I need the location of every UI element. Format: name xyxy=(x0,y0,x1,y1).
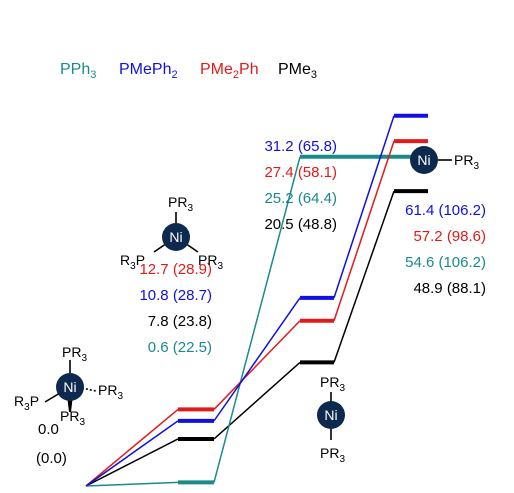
energy-segment-pme2ph xyxy=(213,320,301,410)
energy-segment-pmeph2 xyxy=(213,297,301,422)
ligand-left: R3P xyxy=(120,252,145,272)
stage2-label-pme2ph: 27.4 (58.1) xyxy=(264,164,337,181)
nickel-atom xyxy=(162,223,190,251)
legend-item-pmeph2: PMePh2 xyxy=(119,61,178,81)
structure-linear-nickel: Ni PR3 PR3 xyxy=(317,374,345,465)
energy-profile-lines xyxy=(85,113,428,487)
legend-item-pph3: PPh3 xyxy=(60,61,96,81)
ligand-bottom: PR3 xyxy=(320,445,345,465)
energy-segment-pme2ph xyxy=(333,140,395,322)
legend-pme2ph-sub: 2 xyxy=(233,69,239,81)
stage2-label-pph3: 25.2 (64.4) xyxy=(264,190,337,207)
stage2-label-pmeph2: 31.2 (65.8) xyxy=(264,138,337,155)
ligand-right: PR3 xyxy=(454,152,479,172)
structure-trigonal-nickel: Ni PR3 R3P PR3 xyxy=(120,194,223,272)
ground-free-energy-label: (0.0) xyxy=(36,450,67,467)
stage3-label-pph3: 54.6 (106.2) xyxy=(405,254,486,271)
energy-segment-pme3 xyxy=(213,361,301,440)
stage1-labels: 12.7 (28.9) 10.8 (28.7) 7.8 (23.8) 0.6 (… xyxy=(139,261,212,356)
legend-item-pme2ph: PMe2Ph xyxy=(200,61,259,81)
nickel-label: Ni xyxy=(63,379,76,395)
stage2-labels: 31.2 (65.8) 27.4 (58.1) 25.2 (64.4) 20.5… xyxy=(264,138,337,233)
legend-pph3-base: PPh xyxy=(60,61,90,78)
nickel-label: Ni xyxy=(169,229,182,245)
stage3-label-pmeph2: 61.4 (106.2) xyxy=(405,202,486,219)
ligand-right: PR3 xyxy=(98,382,123,402)
nickel-atom xyxy=(56,373,84,401)
energy-segment-pme2ph xyxy=(85,408,179,487)
structure-tetrahedral-nickel: Ni PR3 R3P PR3 PR3 xyxy=(14,344,123,428)
legend-pme3-base: PMe xyxy=(278,61,311,78)
nickel-label: Ni xyxy=(324,407,337,423)
stage3-label-pme3: 48.9 (88.1) xyxy=(413,280,486,297)
ligand-left: R3P xyxy=(14,393,39,413)
stage1-label-pme3: 7.8 (23.8) xyxy=(148,313,212,330)
legend-pme3-sub: 3 xyxy=(311,69,317,81)
legend-item-pme3: PMe3 xyxy=(278,61,317,81)
stage3-labels: 61.4 (106.2) 57.2 (98.6) 54.6 (106.2) 48… xyxy=(405,202,486,297)
nickel-label: Ni xyxy=(417,152,430,168)
ligand-top: PR3 xyxy=(168,194,193,214)
ligand-right: PR3 xyxy=(198,252,223,272)
stage1-label-pph3: 0.6 (22.5) xyxy=(148,339,212,356)
legend-pmeph2-sub: 2 xyxy=(171,69,177,81)
stage1-label-pme2ph: 12.7 (28.9) xyxy=(139,261,212,278)
structure-monoligated-nickel: Ni PR3 xyxy=(410,146,479,174)
legend-pph3-sub: 3 xyxy=(90,69,96,81)
ligand-top: PR3 xyxy=(320,374,345,394)
legend-pme2ph-base: PMe xyxy=(200,61,233,78)
energy-segment-pmeph2 xyxy=(333,115,395,299)
energy-segment-pph3 xyxy=(85,481,179,487)
nickel-atom xyxy=(410,146,438,174)
bond-hashed xyxy=(81,387,97,392)
energy-segment-pme3 xyxy=(85,438,179,487)
ground-energy-label: 0.0 xyxy=(38,421,59,438)
ground-state-labels: 0.0 (0.0) xyxy=(36,421,67,467)
legend-pme2ph-tail: Ph xyxy=(239,61,259,78)
nickel-atom xyxy=(317,401,345,429)
energy-segment-pmeph2 xyxy=(85,420,179,487)
stage2-label-pme3: 20.5 (48.8) xyxy=(264,216,337,233)
legend: PPh3 PMePh2 PMe2Ph PMe3 xyxy=(60,61,317,81)
legend-pmeph2-base: PMePh xyxy=(119,61,171,78)
energy-segment-pme3 xyxy=(333,190,395,363)
ligand-top: PR3 xyxy=(62,344,87,364)
stage1-label-pmeph2: 10.8 (28.7) xyxy=(139,287,212,304)
stage3-label-pme2ph: 57.2 (98.6) xyxy=(413,228,486,245)
energy-segment-pph3 xyxy=(213,156,301,483)
ligand-bottom: PR3 xyxy=(60,408,85,428)
